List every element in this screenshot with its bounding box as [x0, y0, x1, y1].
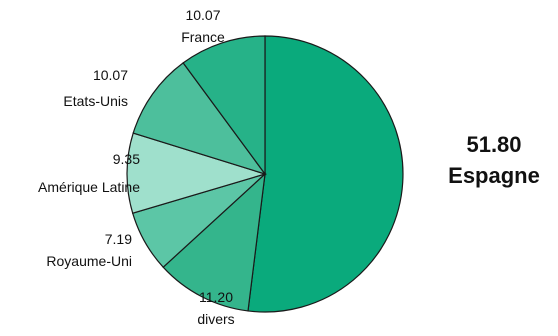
slice-value-etats-unis: 10.07: [93, 67, 128, 83]
pie-slice-etats-unis: [132, 62, 267, 176]
pie-slice-divers: [162, 172, 266, 312]
slice-label-am-rique-latine: Amérique Latine: [38, 179, 140, 195]
slice-value-am-rique-latine: 9.35: [113, 151, 140, 167]
slice-value-espagne: 51.80: [466, 132, 521, 157]
pie-slice-france: [182, 35, 266, 176]
slice-label-etats-unis: Etats-Unis: [63, 93, 128, 109]
slice-value-france: 10.07: [185, 7, 220, 23]
pie-slice-am-rique-latine: [126, 132, 268, 214]
slice-label-royaume-uni: Royaume-Uni: [46, 253, 132, 269]
pie-slice-espagne: [247, 35, 404, 313]
slice-label-france: France: [181, 29, 225, 45]
slice-label-divers: divers: [197, 311, 234, 327]
slice-value-royaume-uni: 7.19: [105, 231, 132, 247]
slice-value-divers: 11.20: [199, 289, 233, 305]
slice-label-espagne: Espagne: [448, 163, 540, 188]
